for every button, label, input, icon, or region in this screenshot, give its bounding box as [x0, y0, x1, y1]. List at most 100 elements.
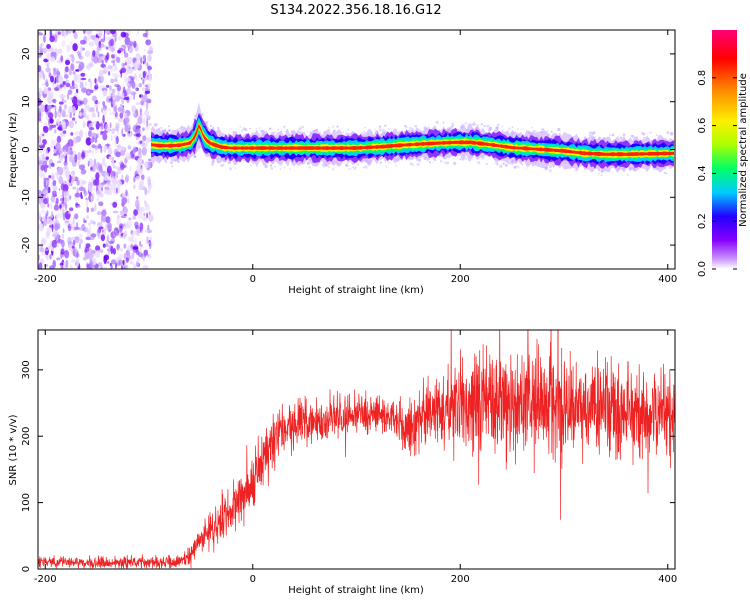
- noise-speck: [140, 100, 144, 106]
- noise-speck: [133, 176, 136, 183]
- snr-series-line: [38, 330, 675, 569]
- noise-speck: [61, 233, 65, 239]
- spectrogram-x-ticks: -200 0 200 400: [34, 30, 677, 285]
- noise-speck: [122, 105, 125, 108]
- noise-speck: [147, 50, 154, 55]
- noise-speck: [54, 99, 56, 104]
- noise-speck: [46, 254, 49, 261]
- noise-speck: [115, 256, 121, 263]
- noise-speck: [68, 68, 73, 76]
- noise-speck: [54, 129, 57, 134]
- noise-speck: [76, 74, 82, 83]
- noise-speck: [101, 214, 107, 223]
- noise-speck: [94, 146, 99, 154]
- noise-speck: [121, 174, 124, 180]
- noise-speck: [60, 265, 64, 269]
- noise-speck: [42, 133, 45, 137]
- noise-speck: [146, 236, 149, 244]
- noise-speck: [59, 262, 64, 266]
- noise-speck: [78, 64, 82, 72]
- noise-speck: [142, 33, 148, 38]
- noise-speck: [148, 74, 152, 83]
- noise-speck: [89, 259, 93, 269]
- noise-speck: [108, 246, 111, 255]
- noise-speck: [116, 187, 118, 194]
- noise-speck: [119, 103, 123, 108]
- noise-speck: [45, 231, 50, 239]
- ridge-speck: [167, 125, 170, 128]
- ridge-speck: [336, 125, 339, 128]
- ridge-speck: [308, 166, 311, 169]
- noise-speck: [48, 72, 52, 78]
- x-tick-label: 400: [658, 574, 677, 585]
- noise-speck: [64, 104, 67, 110]
- noise-speck: [57, 48, 63, 54]
- ridge-speck: [432, 161, 434, 164]
- noise-speck: [56, 257, 61, 261]
- ridge-speck: [415, 125, 417, 128]
- noise-speck: [53, 153, 58, 156]
- noise-speck: [127, 196, 130, 204]
- ridge-speck: [542, 128, 545, 131]
- ridge-speck: [229, 167, 231, 169]
- noise-speck: [70, 236, 76, 241]
- noise-speck: [103, 121, 108, 130]
- noise-speck: [67, 139, 74, 147]
- ridge-speck: [476, 124, 479, 127]
- noise-speck: [103, 66, 109, 72]
- y-tick-label: -10: [21, 189, 32, 205]
- noise-speck: [110, 245, 114, 255]
- noise-speck: [99, 194, 103, 198]
- ridge-speck: [642, 132, 646, 136]
- ridge-speck: [283, 166, 285, 169]
- noise-speck: [110, 77, 115, 83]
- noise-speck: [129, 154, 132, 158]
- ridge-speck: [626, 173, 629, 175]
- noise-speck: [143, 200, 147, 205]
- noise-speck: [81, 87, 87, 93]
- noise-speck: [101, 63, 106, 69]
- noise-speck: [75, 120, 77, 125]
- colorbar-tick-label: 0.6: [697, 118, 708, 134]
- noise-speck: [53, 149, 57, 153]
- y-tick-label: 0: [21, 566, 32, 572]
- noise-speck: [106, 180, 111, 186]
- noise-speck: [72, 173, 76, 181]
- noise-speck: [130, 242, 133, 251]
- ridge-speck: [387, 161, 390, 164]
- noise-speck: [131, 111, 138, 115]
- ridge-speck: [452, 124, 455, 127]
- noise-speck: [111, 54, 115, 59]
- noise-speck: [84, 246, 90, 252]
- y-tick-label: -20: [21, 237, 32, 253]
- y-tick-label: 10: [21, 95, 32, 108]
- ridge-speck: [416, 163, 420, 166]
- noise-speck: [114, 67, 116, 73]
- ridge-speck: [274, 165, 276, 168]
- noise-speck: [110, 47, 116, 52]
- noise-speck: [96, 196, 100, 203]
- noise-speck: [107, 65, 113, 70]
- noise-speck: [135, 175, 141, 181]
- noise-speck: [119, 112, 124, 119]
- noise-speck: [69, 54, 75, 58]
- ridge-speck: [331, 125, 335, 128]
- noise-speck: [111, 176, 115, 184]
- noise-speck: [100, 265, 103, 269]
- ridge-speck: [270, 166, 274, 170]
- noise-speck: [135, 108, 139, 116]
- ridge-speck: [502, 162, 505, 165]
- snr-x-axis-label: Height of straight line (km): [288, 585, 424, 596]
- noise-speck: [82, 97, 88, 106]
- noise-speck: [90, 207, 95, 212]
- ridge-speck: [451, 122, 454, 125]
- noise-speck: [112, 128, 119, 132]
- noise-speck: [127, 219, 133, 228]
- noise-speck: [126, 56, 133, 64]
- noise-speck: [68, 244, 73, 251]
- noise-speck: [82, 30, 86, 35]
- ridge-speck: [557, 127, 561, 132]
- noise-speck: [124, 61, 127, 66]
- noise-speck: [42, 42, 45, 47]
